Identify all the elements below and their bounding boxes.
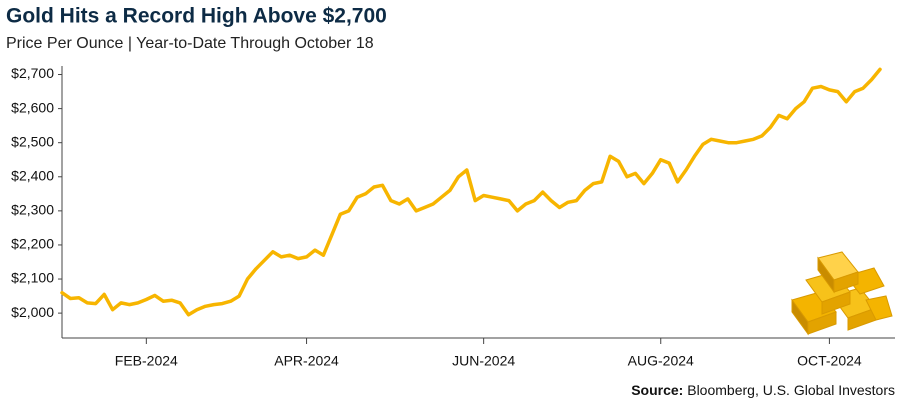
y-tick-label: $2,400 xyxy=(11,167,54,183)
x-tick-label: JUN-2024 xyxy=(452,353,515,369)
y-tick-label: $2,300 xyxy=(11,202,54,218)
chart-title: Gold Hits a Record High Above $2,700 xyxy=(6,5,387,28)
gold-bars-icon xyxy=(791,251,893,336)
price-line xyxy=(60,67,882,317)
y-tick-label: $2,600 xyxy=(11,99,54,115)
chart-subtitle: Price Per Ounce | Year-to-Date Through O… xyxy=(6,35,374,52)
x-tick-label: FEB-2024 xyxy=(115,353,178,369)
y-tick-label: $2,000 xyxy=(11,304,54,320)
y-tick-label: $2,500 xyxy=(11,133,54,149)
y-tick-label: $2,200 xyxy=(11,236,54,252)
x-tick-label: APR-2024 xyxy=(274,353,339,369)
y-tick-label: $2,700 xyxy=(11,65,54,81)
source-label: Source: xyxy=(631,382,683,398)
x-tick-label: OCT-2024 xyxy=(797,353,862,369)
source: Source: Bloomberg, U.S. Global Investors xyxy=(631,382,895,398)
x-tick-label: AUG-2024 xyxy=(628,353,694,369)
y-tick-label: $2,100 xyxy=(11,270,54,286)
source-text: Bloomberg, U.S. Global Investors xyxy=(687,382,895,398)
